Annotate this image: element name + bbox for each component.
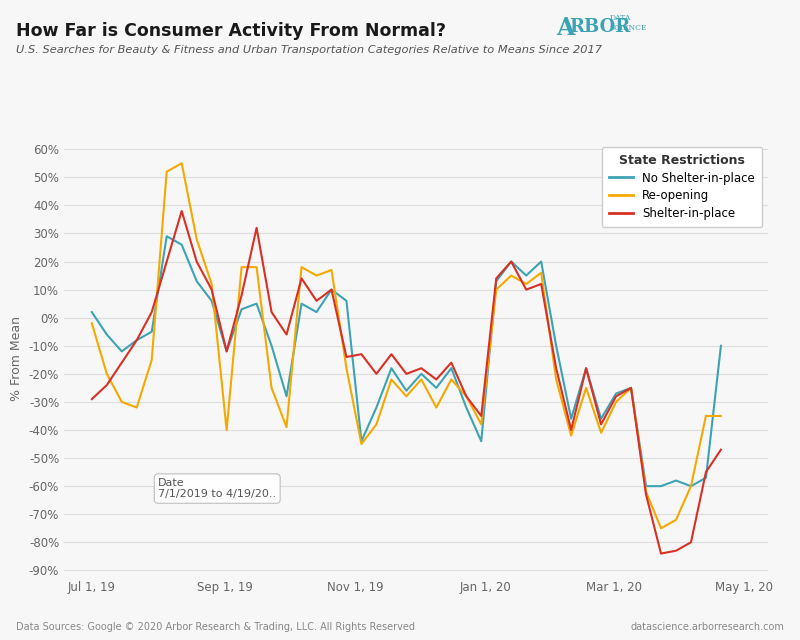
Text: U.S. Searches for Beauty & Fitness and Urban Transportation Categories Relative : U.S. Searches for Beauty & Fitness and U… xyxy=(16,45,602,55)
Text: How Far is Consumer Activity From Normal?: How Far is Consumer Activity From Normal… xyxy=(16,22,446,40)
Y-axis label: % From Mean: % From Mean xyxy=(10,316,23,401)
Text: Date
7/1/2019 to 4/19/20..: Date 7/1/2019 to 4/19/20.. xyxy=(158,478,276,499)
Text: DATA: DATA xyxy=(610,14,631,22)
Text: Data Sources: Google © 2020 Arbor Research & Trading, LLC. All Rights Reserved: Data Sources: Google © 2020 Arbor Resear… xyxy=(16,622,415,632)
Text: RBOR: RBOR xyxy=(570,18,631,36)
Legend: No Shelter-in-place, Re-opening, Shelter-in-place: No Shelter-in-place, Re-opening, Shelter… xyxy=(602,147,762,227)
Text: SCIENCE: SCIENCE xyxy=(610,24,647,32)
Text: datascience.arborresearch.com: datascience.arborresearch.com xyxy=(630,622,784,632)
Text: A: A xyxy=(556,16,574,40)
